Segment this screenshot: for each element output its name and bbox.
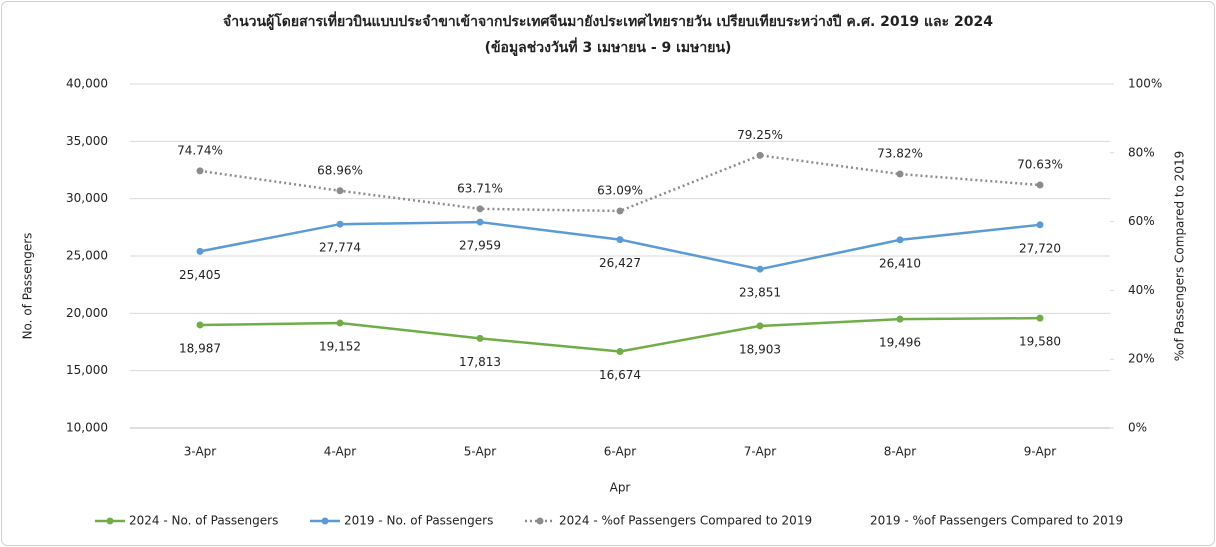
y-tick-label: 15,000 bbox=[66, 363, 108, 377]
data-point bbox=[1036, 181, 1044, 189]
data-point bbox=[756, 265, 764, 273]
data-point bbox=[476, 205, 484, 213]
data-point bbox=[896, 315, 904, 323]
y2-tick-label: 60% bbox=[1128, 214, 1155, 228]
data-point bbox=[476, 334, 484, 342]
y2-tick-label: 40% bbox=[1128, 283, 1155, 297]
legend-marker bbox=[536, 517, 544, 525]
data-label: 68.96% bbox=[317, 163, 363, 177]
data-label: 63.09% bbox=[597, 183, 643, 197]
legend-marker bbox=[106, 517, 114, 525]
y2-axis-label: %of Passengers Compared to 2019 bbox=[1173, 151, 1187, 362]
y-tick-label: 35,000 bbox=[66, 134, 108, 148]
data-label: 19,152 bbox=[319, 340, 361, 354]
data-label: 63.71% bbox=[457, 181, 503, 195]
x-tick-label: 5-Apr bbox=[464, 445, 497, 459]
data-label: 70.63% bbox=[1017, 158, 1063, 172]
data-label: 73.82% bbox=[877, 147, 923, 161]
data-point bbox=[336, 220, 344, 228]
x-tick-label: 3-Apr bbox=[184, 445, 217, 459]
data-point bbox=[196, 167, 204, 175]
y2-tick-label: 80% bbox=[1128, 145, 1155, 159]
data-label: 19,496 bbox=[879, 336, 921, 350]
data-label: 74.74% bbox=[177, 143, 223, 157]
data-point bbox=[336, 319, 344, 327]
legend-label: 2024 - %of Passengers Compared to 2019 bbox=[559, 514, 812, 528]
data-label: 18,987 bbox=[179, 341, 221, 355]
data-label: 27,959 bbox=[459, 239, 501, 253]
legend-label: 2019 - %of Passengers Compared to 2019 bbox=[870, 514, 1123, 528]
chart-subtitle: (ข้อมูลช่วงวันที่ 3 เมษายน - 9 เมษายน) bbox=[485, 37, 732, 56]
data-label: 17,813 bbox=[459, 355, 501, 369]
data-point bbox=[616, 347, 624, 355]
y-tick-label: 25,000 bbox=[66, 249, 108, 263]
data-point bbox=[196, 321, 204, 329]
data-label: 26,410 bbox=[879, 256, 921, 270]
data-point bbox=[1036, 221, 1044, 229]
y-axis-label: No. of Passengers bbox=[21, 233, 35, 340]
data-label: 23,851 bbox=[739, 286, 781, 300]
data-label: 18,903 bbox=[739, 342, 781, 356]
data-label: 25,405 bbox=[179, 268, 221, 282]
data-point bbox=[896, 236, 904, 244]
legend-label: 2019 - No. of Passengers bbox=[344, 514, 493, 528]
chart-title: จำนวนผู้โดยสารเที่ยวบินแบบประจำขาเข้าจาก… bbox=[223, 11, 993, 30]
x-tick-label: 7-Apr bbox=[744, 445, 777, 459]
y-tick-label: 10,000 bbox=[66, 421, 108, 435]
data-label: 79.25% bbox=[737, 128, 783, 142]
data-point bbox=[616, 207, 624, 215]
data-point bbox=[196, 247, 204, 255]
data-label: 26,427 bbox=[599, 256, 641, 270]
data-point bbox=[336, 187, 344, 195]
y2-tick-label: 100% bbox=[1128, 77, 1162, 91]
data-label: 27,774 bbox=[319, 241, 361, 255]
data-point bbox=[616, 236, 624, 244]
x-tick-label: 4-Apr bbox=[324, 445, 357, 459]
x-tick-label: 6-Apr bbox=[604, 445, 637, 459]
y2-tick-label: 20% bbox=[1128, 352, 1155, 366]
y-tick-label: 20,000 bbox=[66, 306, 108, 320]
data-label: 27,720 bbox=[1019, 241, 1061, 255]
data-point bbox=[476, 218, 484, 226]
x-tick-label: 8-Apr bbox=[884, 445, 917, 459]
data-point bbox=[896, 170, 904, 178]
y-tick-label: 30,000 bbox=[66, 191, 108, 205]
legend-label: 2024 - No. of Passengers bbox=[129, 514, 278, 528]
data-point bbox=[756, 322, 764, 330]
data-label: 19,580 bbox=[1019, 335, 1061, 349]
y-tick-label: 40,000 bbox=[66, 77, 108, 91]
y2-tick-label: 0% bbox=[1128, 421, 1147, 435]
legend-marker bbox=[321, 517, 329, 525]
data-point bbox=[1036, 314, 1044, 322]
data-point bbox=[756, 151, 764, 159]
x-axis-label: Apr bbox=[610, 481, 631, 495]
x-tick-label: 9-Apr bbox=[1024, 445, 1057, 459]
data-label: 16,674 bbox=[599, 368, 641, 382]
